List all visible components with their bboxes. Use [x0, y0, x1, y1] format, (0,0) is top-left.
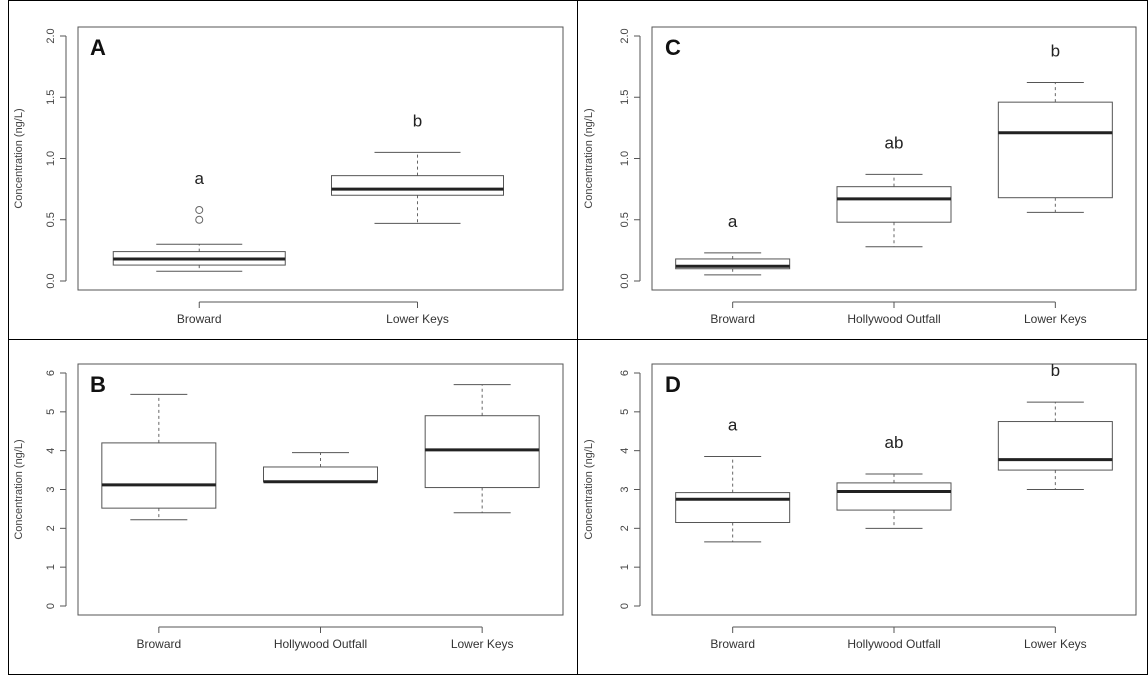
- significance-letter: a: [728, 415, 738, 434]
- y-tick-label: 0: [45, 603, 57, 609]
- box-hollywood-outfall: ab: [836, 133, 952, 248]
- significance-letter: a: [195, 169, 205, 188]
- y-tick-label: 4: [45, 448, 57, 454]
- x-tick-label: Hollywood Outfall: [847, 637, 940, 651]
- panel-c: 0.0 0.5 1.0 1.5 2.0 Concentration (ng/L) Browa…: [583, 26, 1137, 326]
- y-tick-label: 2.0: [619, 28, 631, 43]
- y-tick-label: 5: [45, 409, 57, 415]
- box-body: [997, 101, 1113, 199]
- y-axis-title: Concentration (ng/L): [13, 439, 25, 539]
- box-broward: a: [675, 415, 791, 543]
- y-tick-label: 3: [45, 486, 57, 492]
- x-tick-label: Broward: [177, 312, 222, 326]
- y-tick-label: 5: [619, 409, 631, 415]
- x-tick-label: Broward: [136, 637, 181, 651]
- y-tick-label: 0.0: [619, 273, 631, 288]
- y-tick-label: 1: [45, 564, 57, 570]
- y-tick-label: 6: [619, 370, 631, 376]
- x-tick-label: Lower Keys: [386, 312, 449, 326]
- box-hollywood-outfall: ab: [836, 433, 952, 529]
- y-axis-title: Concentration (ng/L): [13, 108, 25, 208]
- box-hollywood-outfall: [263, 452, 378, 484]
- y-tick-label: 1.5: [45, 90, 57, 105]
- box-body: [997, 421, 1113, 471]
- box-body: [836, 186, 952, 223]
- x-tick-label: Lower Keys: [1024, 312, 1087, 326]
- box-body: [675, 492, 791, 524]
- y-tick-label: 1: [619, 564, 631, 570]
- panel-d: 0 1 2 3 4 5 6 Concentration (ng/L) Broward Hollyw…: [583, 361, 1137, 651]
- plot-frame: [651, 26, 1137, 291]
- y-tick-label: 0: [619, 603, 631, 609]
- box-lower-keys: b: [997, 42, 1113, 213]
- y-tick-label: 3: [619, 486, 631, 492]
- outlier-point: [195, 205, 204, 214]
- y-tick-label: 4: [619, 448, 631, 454]
- panel-label: C: [665, 35, 681, 60]
- significance-letter: ab: [885, 133, 904, 152]
- box-lower-keys: [424, 384, 540, 514]
- box-broward: a: [112, 169, 286, 272]
- y-tick-label: 2: [619, 525, 631, 531]
- box-body: [331, 175, 504, 196]
- plot-frame: [651, 363, 1137, 616]
- box-body: [263, 466, 378, 483]
- x-tick-label: Broward: [710, 637, 755, 651]
- box-body: [675, 258, 791, 270]
- y-tick-label: 2.0: [45, 28, 57, 43]
- box-body: [101, 442, 217, 509]
- y-tick-label: 1.5: [619, 90, 631, 105]
- significance-letter: b: [1051, 361, 1060, 380]
- y-tick-label: 6: [45, 370, 57, 376]
- plot-frame: [77, 363, 564, 616]
- y-axis-title: Concentration (ng/L): [583, 439, 595, 539]
- box-lower-keys: b: [331, 111, 504, 224]
- significance-letter: a: [728, 212, 738, 231]
- box-lower-keys: b: [997, 361, 1113, 490]
- y-tick-label: 0.0: [45, 273, 57, 288]
- x-tick-label: Hollywood Outfall: [847, 312, 940, 326]
- y-tick-label: 1.0: [619, 151, 631, 166]
- panel-label: A: [90, 35, 106, 60]
- box-body: [424, 415, 540, 489]
- outlier-point: [195, 215, 204, 224]
- panel-label: B: [90, 372, 106, 397]
- y-tick-label: 1.0: [45, 151, 57, 166]
- x-tick-label: Hollywood Outfall: [274, 637, 367, 651]
- significance-letter: ab: [885, 433, 904, 452]
- y-axis-title: Concentration (ng/L): [583, 108, 595, 208]
- box-broward: a: [675, 212, 791, 276]
- panel-a: 0.0 0.5 1.0 1.5 2.0 Concentration (ng/L) Browa…: [13, 26, 564, 326]
- x-tick-label: Broward: [710, 312, 755, 326]
- x-tick-label: Lower Keys: [451, 637, 514, 651]
- panel-b: 0 1 2 3 4 5 6 Concentration (ng/L) Broward Hollyw…: [13, 363, 564, 651]
- plot-frame: [77, 26, 564, 291]
- y-tick-label: 0.5: [619, 212, 631, 227]
- significance-letter: b: [413, 111, 422, 130]
- x-tick-label: Lower Keys: [1024, 637, 1087, 651]
- significance-letter: b: [1051, 42, 1060, 61]
- box-body: [836, 482, 952, 511]
- y-tick-label: 0.5: [45, 212, 57, 227]
- y-tick-label: 2: [45, 525, 57, 531]
- box-broward: [101, 393, 217, 521]
- panel-label: D: [665, 372, 681, 397]
